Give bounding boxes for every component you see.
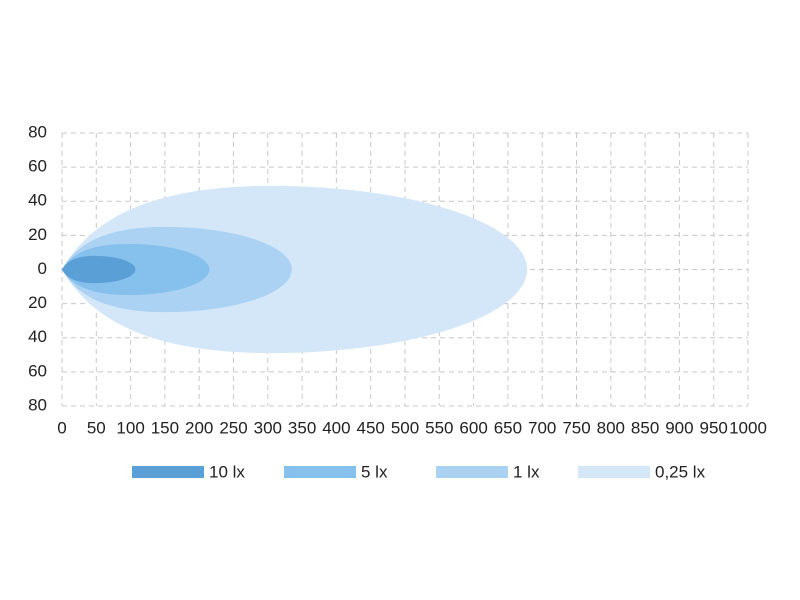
x-tick-label: 200 [185,418,213,437]
legend-swatch [132,466,204,478]
x-tick-label: 950 [700,418,728,437]
x-tick-label: 1000 [729,418,767,437]
x-tick-label: 800 [597,418,625,437]
beam-lobe [62,255,136,284]
legend-swatch [436,466,508,478]
x-tick-label: 550 [425,418,453,437]
legend-swatch [578,466,650,478]
y-tick-label: 0 [38,259,47,278]
legend-swatch [284,466,356,478]
x-tick-label: 600 [459,418,487,437]
y-tick-label: 60 [28,157,47,176]
y-tick-label: 80 [28,395,47,414]
y-tick-label: 60 [28,361,47,380]
x-tick-label: 350 [288,418,316,437]
x-tick-label: 250 [219,418,247,437]
legend-label: 5 lx [361,462,388,481]
legend-label: 0,25 lx [655,462,706,481]
x-tick-label: 900 [665,418,693,437]
y-tick-label: 40 [28,191,47,210]
x-tick-label: 300 [254,418,282,437]
x-tick-label: 450 [357,418,385,437]
x-tick-label: 700 [528,418,556,437]
y-tick-label: 80 [28,122,47,141]
x-tick-label: 100 [116,418,144,437]
x-tick-label: 750 [562,418,590,437]
x-tick-label: 150 [151,418,179,437]
x-tick-label: 850 [631,418,659,437]
y-tick-label: 40 [28,327,47,346]
x-tick-label: 400 [322,418,350,437]
x-tick-label: 50 [87,418,106,437]
x-tick-label: 500 [391,418,419,437]
legend-label: 1 lx [513,462,540,481]
legend-label: 10 lx [209,462,245,481]
x-tick-label: 650 [494,418,522,437]
x-tick-label: 0 [57,418,66,437]
y-tick-label: 20 [28,293,47,312]
y-tick-label: 20 [28,225,47,244]
